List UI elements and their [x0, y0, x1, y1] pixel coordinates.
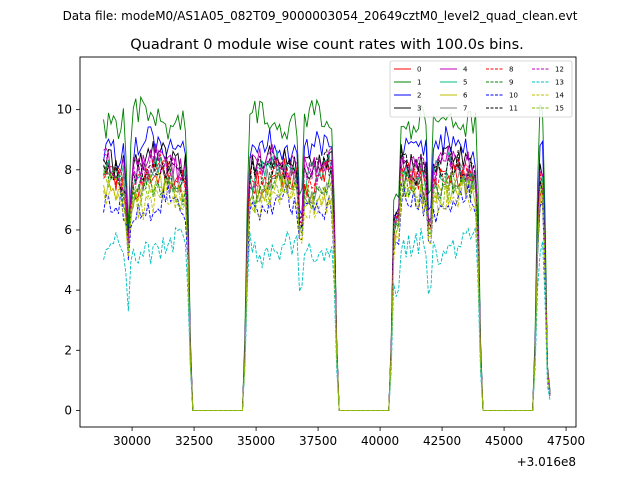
suptitle: Data file: modeM0/AS1A05_082T09_90000030… — [63, 9, 578, 23]
x-tick-label: 47500 — [547, 434, 585, 448]
x-tick-label: 40000 — [361, 434, 399, 448]
legend-label-7: 7 — [463, 105, 467, 113]
legend-label-6: 6 — [463, 92, 468, 100]
legend-label-11: 11 — [509, 105, 518, 113]
legend-label-15: 15 — [555, 105, 564, 113]
legend-label-4: 4 — [463, 66, 468, 74]
y-tick-label: 0 — [64, 403, 72, 417]
x-tick-label: 42500 — [423, 434, 461, 448]
legend-label-5: 5 — [463, 79, 467, 87]
legend-label-3: 3 — [417, 105, 421, 113]
series-line-14 — [103, 177, 551, 411]
y-tick-label: 6 — [64, 223, 72, 237]
y-tick-label: 2 — [64, 343, 72, 357]
legend-label-10: 10 — [509, 92, 518, 100]
x-tick-label: 32500 — [175, 434, 213, 448]
plot-frame — [79, 56, 577, 428]
legend-label-12: 12 — [555, 66, 564, 74]
x-tick-label: 45000 — [485, 434, 523, 448]
x-offset-label: +3.016e8 — [517, 455, 576, 469]
x-axis: 30000 32500 35000 37500 40000 42500 45000 47500 — [113, 427, 585, 448]
y-tick-label: 8 — [64, 163, 72, 177]
legend-frame — [389, 60, 573, 118]
x-tick-label: 30000 — [113, 434, 151, 448]
x-tick-label: 37500 — [299, 434, 337, 448]
series-line-7 — [103, 162, 551, 411]
x-tick-label: 35000 — [237, 434, 275, 448]
series-line-12 — [103, 146, 551, 411]
series-line-13 — [103, 226, 551, 411]
series-line-15 — [103, 169, 551, 411]
y-tick-label: 4 — [64, 283, 72, 297]
legend-label-14: 14 — [555, 92, 564, 100]
legend-label-8: 8 — [509, 66, 513, 74]
legend-label-2: 2 — [417, 92, 421, 100]
chart-title: Quadrant 0 module wise count rates with … — [130, 37, 524, 53]
legend-label-0: 0 — [417, 66, 421, 74]
series-layer — [103, 95, 551, 411]
y-axis: 0 2 4 6 8 10 — [57, 103, 80, 417]
legend-label-9: 9 — [509, 79, 513, 87]
legend-label-1: 1 — [417, 79, 421, 87]
series-line-10 — [103, 183, 551, 411]
series-line-5 — [103, 150, 551, 411]
y-tick-label: 10 — [57, 103, 72, 117]
legend-label-13: 13 — [555, 79, 564, 87]
